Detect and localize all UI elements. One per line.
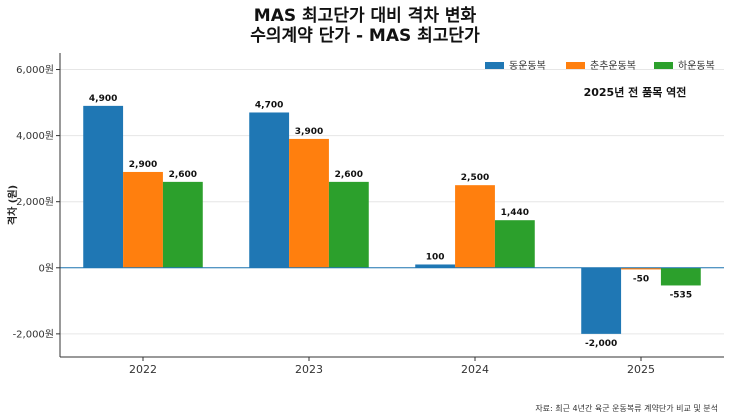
chart-title-line-1: MAS 최고단가 대비 격차 변화 [254,6,477,26]
data-label: 4,700 [255,100,283,110]
y-tick-label: 4,000원 [16,130,54,142]
legend-label: 동운동복 [509,60,546,72]
bars-layer [83,105,701,334]
data-label: 2,900 [129,160,157,170]
y-ticks: -2,000원 0원 2,000원 4,000원 6,000원 [13,64,60,340]
data-label: 1,440 [501,208,529,218]
annotation-text: 2025년 전 품목 역전 [584,85,687,99]
source-note: 자료: 최근 4년간 육군 운동복류 계약단가 비교 및 분석 [535,403,718,413]
data-label: 3,900 [295,127,323,137]
chart-title-line-2: 수의계약 단가 - MAS 최고단가 [250,25,480,46]
x-ticks: 2022 2023 2024 2025 [129,357,655,376]
legend-swatch [566,62,585,69]
legend: 동운동복 춘추운동복 하운동복 [485,59,715,72]
data-label: 2,500 [461,173,489,183]
bar [162,181,203,268]
legend-swatch [485,62,504,69]
y-tick-label: 6,000원 [16,64,54,76]
bar [581,267,622,334]
bar [249,112,290,268]
legend-label: 하운동복 [678,59,715,72]
data-label: -50 [633,274,649,284]
bar [123,171,163,268]
data-label: 2,600 [335,170,363,180]
y-tick-label: -2,000원 [13,328,54,340]
legend-label: 춘추운동복 [590,60,636,72]
y-tick-label: 2,000원 [16,196,54,208]
bar [415,264,456,268]
axes-frame [59,53,724,358]
bar [660,267,701,286]
bar [494,220,535,268]
bar [328,181,369,268]
bar [83,105,124,268]
data-label: 4,900 [89,94,117,104]
data-label: -535 [670,290,693,300]
y-axis-label: 격차 (원) [6,185,19,225]
data-labels-layer: 4,900 2,900 2,600 4,700 3,900 2,600 100 2,500 1,… [89,94,692,349]
x-tick-label: 2025 [627,363,655,376]
y-tick-label: 0원 [38,262,54,274]
data-label: -2,000 [585,339,617,349]
data-label: 2,600 [169,170,197,180]
x-tick-label: 2024 [461,363,489,376]
data-label: 100 [426,252,445,262]
x-tick-label: 2023 [295,363,323,376]
bar [621,267,661,270]
legend-swatch [654,62,673,69]
x-tick-label: 2022 [129,363,157,376]
bar [455,185,495,268]
bar [289,138,329,268]
